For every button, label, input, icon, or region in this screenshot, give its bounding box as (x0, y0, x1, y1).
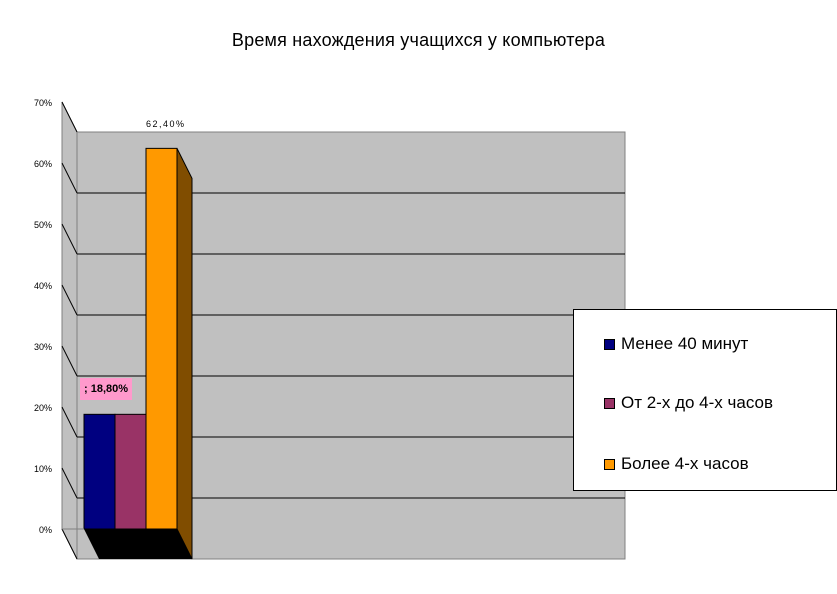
gridline-side-10 (61, 467, 78, 499)
y-tick-label: 20% (34, 403, 52, 413)
y-tick-label: 10% (34, 464, 52, 474)
legend-swatch-2 (604, 458, 615, 470)
bar-side-2 (176, 148, 193, 560)
floor (84, 529, 192, 559)
bar-0 (83, 413, 116, 530)
legend: Менее 40 минут От 2-х до 4-х часов Более… (573, 309, 837, 491)
legend-label-1: От 2-х до 4-х часов (621, 393, 773, 412)
y-tick-label: 40% (34, 281, 52, 291)
bar-1 (114, 413, 147, 530)
gridline-side-50 (61, 223, 78, 255)
y-tick-label: 70% (34, 98, 52, 108)
gridline-side-30 (61, 345, 78, 377)
side-wall (61, 101, 78, 560)
data-label-18-80: ; 18,80% (80, 378, 133, 400)
gridline-side-0 (61, 528, 78, 560)
gridline-side-20 (61, 406, 78, 438)
legend-item-less-40-min: Менее 40 минут (604, 334, 748, 354)
legend-item-more-4-hours: Более 4-х часов (604, 454, 749, 474)
legend-swatch-1 (604, 397, 615, 409)
legend-label-2: Более 4-х часов (621, 454, 749, 473)
y-tick-label: 60% (34, 159, 52, 169)
legend-item-2-4-hours: От 2-х до 4-х часов (604, 393, 773, 413)
data-label-62-40: 62,40% (146, 119, 186, 129)
chart-title: Время нахождения учащихся у компьютера (231, 30, 606, 50)
gridline-side-70 (61, 101, 78, 133)
y-tick-label: 30% (34, 342, 52, 352)
y-tick-label: 50% (34, 220, 52, 230)
legend-label-0: Менее 40 минут (621, 334, 749, 353)
gridline-side-40 (61, 284, 78, 316)
gridline-side-60 (61, 162, 78, 194)
legend-swatch-0 (604, 338, 615, 350)
y-tick-label: 0% (39, 525, 52, 535)
bar-2 (145, 147, 178, 530)
